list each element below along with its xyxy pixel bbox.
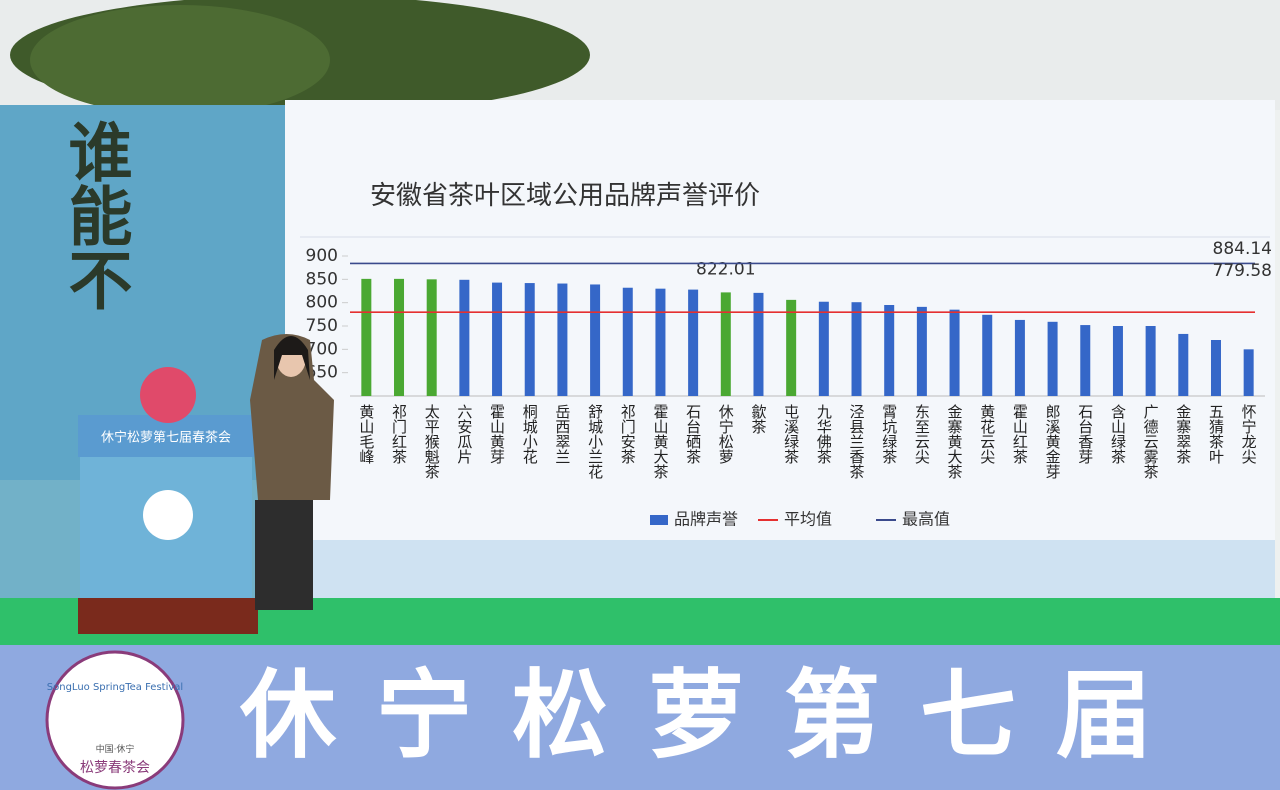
bar [394,278,405,396]
bar [1080,325,1091,396]
x-tick-label: 太平猴魁茶 [423,404,441,479]
x-tick-label: 东至云尖 [913,404,931,464]
logo-place: 中国·休宁 [96,743,135,755]
x-tick-label: 石台硒茶 [684,404,702,464]
bar [459,279,470,396]
x-tick-label: 六安瓜片 [455,404,473,464]
x-tick-label: 怀宁龙尖 [1240,404,1258,464]
x-tick-label: 郎溪黄金芽 [1044,404,1062,479]
left-banner-text: 谁能不 [58,119,133,311]
logo-name: 松萝春茶会 [80,760,150,776]
bar [1178,333,1189,396]
x-tick-label: 广德云雾茶 [1142,404,1160,479]
bar [720,292,731,396]
bar [1112,326,1123,396]
bar [1047,321,1058,396]
bar [1210,340,1221,396]
bar [361,278,372,396]
x-tick-label: 霍山黄大茶 [651,404,669,479]
x-tick-label: 黄花云尖 [978,404,996,464]
bar [426,279,437,396]
x-tick-label: 五猜茶叶 [1207,404,1225,464]
x-tick-label: 九华佛茶 [815,404,833,464]
x-tick-label: 含山绿茶 [1109,404,1127,464]
legend-swatch [650,515,668,525]
bar [688,289,699,396]
bar [524,283,535,396]
bar [1014,319,1025,396]
chart-title: 安徽省茶叶区域公用品牌声誉评价 [370,181,760,211]
bar [916,306,927,396]
bottom-banner: 休宁松萝第七届 [239,659,1192,771]
bar [622,287,633,396]
y-tick-label: 850 [306,269,338,289]
x-tick-label: 黄山毛峰 [357,404,375,464]
x-tick-label: 金寨翠茶 [1174,404,1192,464]
bar [982,314,993,396]
bar [818,301,829,396]
x-tick-label: 歙茶 [749,403,767,434]
bar [1145,326,1156,396]
y-tick-label: 800 [306,293,338,313]
logo-ring: SongLuo SpringTea Festival [47,682,183,693]
bar [655,288,666,396]
legend-label: 最高值 [902,510,950,529]
reference-label: 884.14 [1213,239,1272,259]
speaker [250,334,334,500]
y-tick-label: 900 [306,246,338,266]
reference-label: 779.58 [1213,261,1272,281]
x-tick-label: 霄坑绿茶 [880,404,898,464]
legend-label: 品牌声誉 [674,510,738,529]
x-tick-label: 舒城小兰花 [586,404,604,480]
x-tick-label: 泾县兰香茶 [848,404,866,479]
x-tick-label: 金寨黄大茶 [946,404,964,479]
value-label: 822.01 [696,259,755,279]
legend-label: 平均值 [784,510,832,529]
bar [492,282,503,396]
bar [557,283,568,396]
y-tick-label: 700 [306,339,338,359]
podium-banner: 休宁松萝第七届春茶会 [101,430,231,446]
bar [1243,349,1254,396]
x-tick-label: 屯溪绿茶 [782,404,800,464]
x-tick-label: 桐城小花 [521,404,539,465]
bar [851,302,862,396]
x-tick-label: 休宁松萝 [717,404,735,464]
bar [590,284,601,396]
x-tick-label: 岳西翠兰 [553,404,571,464]
y-tick-label: 750 [306,316,338,336]
bar [753,292,764,396]
x-tick-label: 祁门安茶 [619,404,637,464]
x-tick-label: 祁门红茶 [390,404,408,464]
x-tick-label: 霍山红茶 [1011,404,1029,464]
bar [786,299,797,396]
x-tick-label: 霍山黄芽 [488,404,506,464]
bar [884,305,895,396]
bar [949,309,960,396]
x-tick-label: 石台香芽 [1076,404,1094,464]
